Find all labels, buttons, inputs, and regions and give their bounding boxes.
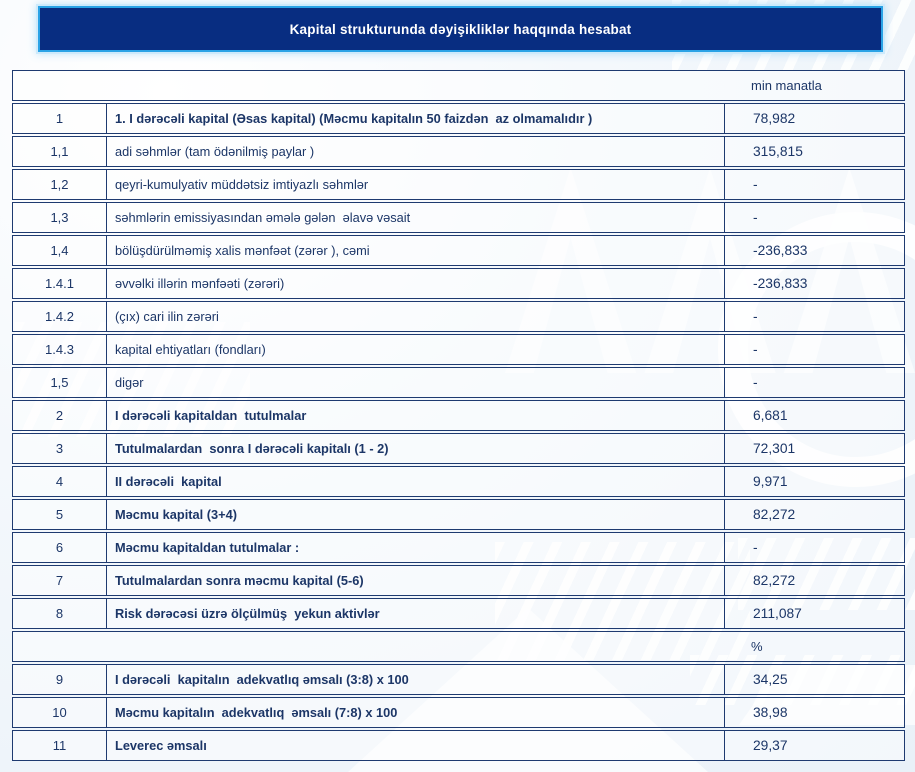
row-description: Leverec əmsalı <box>106 731 724 760</box>
row-description: (çıx) cari ilin zərəri <box>106 302 724 331</box>
row-description: Məcmu kapitalın adekvatlıq əmsalı (7:8) … <box>106 698 724 727</box>
report-title-bar: Kapital strukturunda dəyişikliklər haqqı… <box>38 6 883 52</box>
row-value: - <box>724 533 904 562</box>
table-row: 1,2 qeyri-kumulyativ müddətsiz imtiyazlı … <box>12 169 905 200</box>
row-number: 1,3 <box>50 210 69 225</box>
row-value: 211,087 <box>724 599 904 628</box>
percent-row-label: % <box>751 639 763 654</box>
table-row: 4 II dərəcəli kapital 9,971 <box>12 466 905 497</box>
row-number: 10 <box>52 705 67 720</box>
row-description: adi səhmlər (tam ödənilmiş paylar ) <box>106 137 724 166</box>
row-number: 4 <box>55 474 64 489</box>
row-number: 1,2 <box>50 177 69 192</box>
table-row: 1,3 səhmlərin emissiyasından əmələ gələn … <box>12 202 905 233</box>
row-number: 2 <box>55 408 64 423</box>
row-value: 78,982 <box>724 104 904 133</box>
table-row: 1.4.3 kapital ehtiyatları (fondları) - <box>12 334 905 365</box>
table-row: 2 I dərəcəli kapitaldan tutulmalar 6,681 <box>12 400 905 431</box>
percent-row: % <box>12 631 905 662</box>
table-row: 1 1. I dərəcəli kapital (Əsas kapital) (M… <box>12 103 905 134</box>
row-description: səhmlərin emissiyasından əmələ gələn əla… <box>106 203 724 232</box>
unit-row-label: min manatla <box>751 78 822 93</box>
row-value: - <box>724 203 904 232</box>
table-row: 6 Məcmu kapitaldan tutulmalar :- <box>12 532 905 563</box>
row-value: - <box>724 302 904 331</box>
row-description: digər <box>106 368 724 397</box>
row-value: 34,25 <box>724 665 904 694</box>
row-description: kapital ehtiyatları (fondları) <box>106 335 724 364</box>
row-value: 315,815 <box>724 137 904 166</box>
capital-table: min manatla 1 1. I dərəcəli kapital (Əsas … <box>12 70 905 763</box>
row-description: bölüşdürülməmiş xalis mənfəət (zərər ), … <box>106 236 724 265</box>
table-row: 1,4 bölüşdürülməmiş xalis mənfəət (zərər … <box>12 235 905 266</box>
row-number: 1.4.2 <box>45 309 74 324</box>
row-value: - <box>724 170 904 199</box>
row-value: 82,272 <box>724 566 904 595</box>
row-number: 3 <box>55 441 64 456</box>
row-value: - <box>724 368 904 397</box>
row-description: 1. I dərəcəli kapital (Əsas kapital) (Mə… <box>106 104 724 133</box>
table-row: 10 Məcmu kapitalın adekvatlıq əmsalı (7:8… <box>12 697 905 728</box>
row-value: 9,971 <box>724 467 904 496</box>
row-number: 1.4.3 <box>45 342 74 357</box>
row-description: qeyri-kumulyativ müddətsiz imtiyazlı səh… <box>106 170 724 199</box>
row-description: I dərəcəli kapitalın adekvatlıq əmsalı (… <box>106 665 724 694</box>
row-description: Tutulmalardan sonra məcmu kapital (5-6) <box>106 566 724 595</box>
row-number: 6 <box>55 540 64 555</box>
row-number: 1,5 <box>50 375 69 390</box>
unit-row-cell: min manatla <box>13 71 904 100</box>
table-row: 5 Məcmu kapital (3+4) 82,272 <box>12 499 905 530</box>
table-row: 11 Leverec əmsalı 29,37 <box>12 730 905 761</box>
row-description: əvvəlki illərin mənfəəti (zərəri) <box>106 269 724 298</box>
table-row: 8 Risk dərəcəsi üzrə ölçülmüş yekun aktiv… <box>12 598 905 629</box>
row-description: Məcmu kapitaldan tutulmalar : <box>106 533 724 562</box>
row-value: -236,833 <box>724 269 904 298</box>
row-number: 5 <box>55 507 64 522</box>
row-value: 29,37 <box>724 731 904 760</box>
table-row: 7 Tutulmalardan sonra məcmu kapital (5-6)… <box>12 565 905 596</box>
row-value: -236,833 <box>724 236 904 265</box>
report-title: Kapital strukturunda dəyişikliklər haqqı… <box>289 21 632 37</box>
table-row: 1,5 digər - <box>12 367 905 398</box>
row-description: II dərəcəli kapital <box>106 467 724 496</box>
row-description: Risk dərəcəsi üzrə ölçülmüş yekun aktivl… <box>106 599 724 628</box>
row-description: Məcmu kapital (3+4) <box>106 500 724 529</box>
row-value: 6,681 <box>724 401 904 430</box>
row-number: 7 <box>55 573 64 588</box>
unit-row: min manatla <box>12 70 905 101</box>
row-number: 1 <box>55 111 64 126</box>
row-description: Tutulmalardan sonra I dərəcəli kapitalı … <box>106 434 724 463</box>
percent-row-cell: % <box>13 632 904 661</box>
row-value: - <box>724 335 904 364</box>
row-number: 1.4.1 <box>45 276 74 291</box>
row-number: 8 <box>55 606 64 621</box>
row-description: I dərəcəli kapitaldan tutulmalar <box>106 401 724 430</box>
row-number: 11 <box>52 738 67 753</box>
table-row: 9 I dərəcəli kapitalın adekvatlıq əmsalı … <box>12 664 905 695</box>
table-row: 1,1 adi səhmlər (tam ödənilmiş paylar ) 31… <box>12 136 905 167</box>
row-value: 38,98 <box>724 698 904 727</box>
table-row: 1.4.1 əvvəlki illərin mənfəəti (zərəri) -2… <box>12 268 905 299</box>
table-row: 1.4.2 (çıx) cari ilin zərəri - <box>12 301 905 332</box>
row-value: 72,301 <box>724 434 904 463</box>
row-number: 9 <box>55 672 64 687</box>
row-number: 1,1 <box>50 144 69 159</box>
table-row: 3 Tutulmalardan sonra I dərəcəli kapitalı… <box>12 433 905 464</box>
row-value: 82,272 <box>724 500 904 529</box>
row-number: 1,4 <box>50 243 69 258</box>
